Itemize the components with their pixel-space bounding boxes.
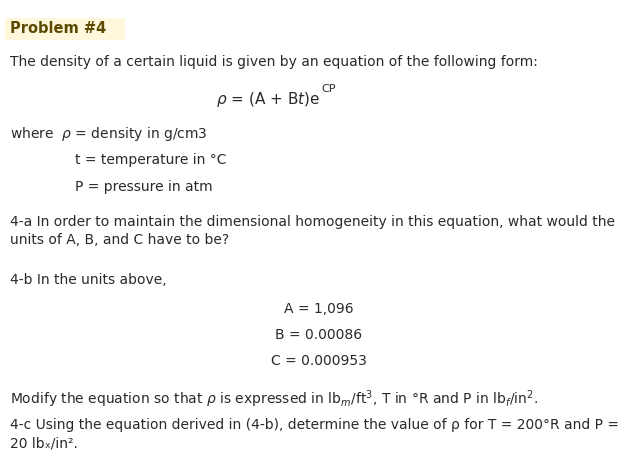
FancyBboxPatch shape [5, 18, 125, 40]
Text: 4-c Using the equation derived in (4-b), determine the value of ρ for T = 200°R : 4-c Using the equation derived in (4-b),… [10, 418, 619, 450]
Text: B = 0.00086: B = 0.00086 [275, 328, 362, 342]
Text: CP: CP [321, 84, 336, 94]
Text: Problem #4: Problem #4 [10, 21, 106, 36]
Text: where  $\rho$ = density in g/cm3: where $\rho$ = density in g/cm3 [10, 125, 208, 143]
Text: $\rho$ = (A + B$t$)e: $\rho$ = (A + B$t$)e [216, 90, 320, 109]
Text: 4-b In the units above,: 4-b In the units above, [10, 273, 167, 287]
Text: t = temperature in °C: t = temperature in °C [75, 153, 227, 167]
Text: Modify the equation so that $\rho$ is expressed in lb$_m$/ft$^3$, T in $\degree$: Modify the equation so that $\rho$ is ex… [10, 388, 538, 410]
Text: C = 0.000953: C = 0.000953 [271, 354, 366, 368]
Text: P = pressure in atm: P = pressure in atm [75, 180, 213, 194]
Text: A = 1,096: A = 1,096 [283, 302, 354, 316]
Text: 4-a In order to maintain the dimensional homogeneity in this equation, what woul: 4-a In order to maintain the dimensional… [10, 215, 615, 247]
Text: The density of a certain liquid is given by an equation of the following form:: The density of a certain liquid is given… [10, 55, 538, 69]
